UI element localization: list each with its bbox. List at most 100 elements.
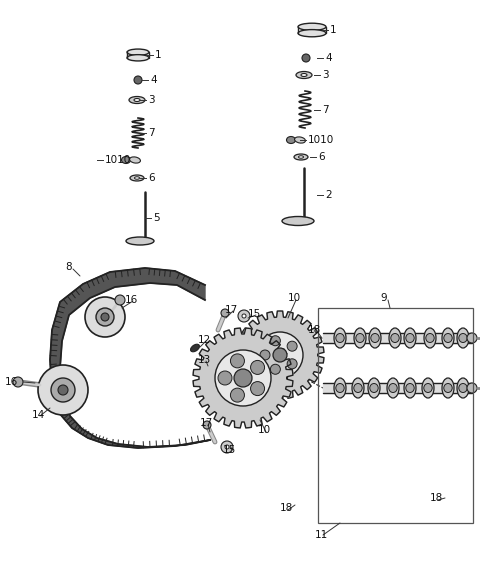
- Ellipse shape: [424, 328, 436, 348]
- Text: 15: 15: [248, 309, 261, 319]
- Ellipse shape: [298, 23, 326, 30]
- Circle shape: [115, 295, 125, 305]
- Ellipse shape: [354, 328, 366, 348]
- Circle shape: [218, 371, 232, 385]
- Ellipse shape: [444, 333, 452, 342]
- Circle shape: [270, 364, 280, 374]
- Circle shape: [234, 369, 252, 387]
- Ellipse shape: [391, 333, 399, 342]
- Circle shape: [273, 348, 287, 362]
- Circle shape: [260, 350, 270, 360]
- Circle shape: [270, 336, 280, 346]
- Text: 10: 10: [258, 425, 271, 435]
- Text: 16: 16: [125, 295, 138, 305]
- Text: 12: 12: [198, 335, 211, 345]
- Ellipse shape: [444, 383, 452, 392]
- Text: 2: 2: [325, 190, 332, 200]
- Circle shape: [467, 333, 477, 343]
- Circle shape: [215, 350, 271, 406]
- Text: 18: 18: [430, 493, 443, 503]
- Text: 15: 15: [223, 445, 236, 455]
- Circle shape: [58, 385, 68, 395]
- Ellipse shape: [387, 378, 399, 398]
- Text: 3: 3: [322, 70, 329, 80]
- Text: 18: 18: [280, 503, 293, 513]
- Text: 4: 4: [325, 53, 332, 63]
- Bar: [318, 308, 473, 523]
- Circle shape: [238, 310, 250, 322]
- Text: 5: 5: [153, 213, 160, 223]
- Ellipse shape: [406, 383, 414, 392]
- Ellipse shape: [134, 177, 140, 179]
- Circle shape: [251, 382, 264, 396]
- Ellipse shape: [424, 383, 432, 392]
- Ellipse shape: [134, 99, 140, 101]
- Ellipse shape: [422, 378, 434, 398]
- Ellipse shape: [299, 156, 303, 158]
- Polygon shape: [193, 328, 293, 428]
- Circle shape: [203, 421, 211, 429]
- Ellipse shape: [389, 383, 397, 392]
- Ellipse shape: [352, 378, 364, 398]
- Ellipse shape: [457, 378, 469, 398]
- Circle shape: [85, 297, 125, 337]
- Ellipse shape: [129, 96, 145, 104]
- Ellipse shape: [294, 154, 308, 160]
- Ellipse shape: [282, 217, 314, 226]
- Ellipse shape: [371, 333, 379, 342]
- Ellipse shape: [370, 383, 378, 392]
- Circle shape: [134, 76, 142, 84]
- Text: 11: 11: [315, 530, 328, 540]
- Circle shape: [230, 388, 244, 402]
- Ellipse shape: [130, 175, 144, 181]
- Ellipse shape: [296, 72, 312, 78]
- Text: 8: 8: [65, 262, 72, 272]
- Ellipse shape: [127, 55, 149, 61]
- Circle shape: [96, 308, 114, 326]
- Ellipse shape: [389, 328, 401, 348]
- Text: 1010: 1010: [105, 155, 131, 165]
- Text: 6: 6: [318, 152, 324, 162]
- Circle shape: [225, 445, 229, 449]
- Ellipse shape: [127, 49, 149, 55]
- Circle shape: [221, 309, 229, 317]
- Text: 1010: 1010: [308, 135, 334, 145]
- Ellipse shape: [336, 383, 344, 392]
- Circle shape: [257, 332, 303, 378]
- Ellipse shape: [334, 378, 346, 398]
- Text: 14: 14: [32, 410, 45, 420]
- Ellipse shape: [130, 157, 141, 163]
- Ellipse shape: [404, 378, 416, 398]
- Circle shape: [287, 341, 297, 351]
- Polygon shape: [50, 268, 210, 448]
- Text: 17: 17: [200, 418, 213, 428]
- Circle shape: [242, 314, 246, 318]
- Circle shape: [467, 383, 477, 393]
- Text: 9: 9: [380, 293, 386, 303]
- Text: 7: 7: [322, 105, 329, 115]
- Ellipse shape: [404, 328, 416, 348]
- Circle shape: [101, 313, 109, 321]
- Text: 6: 6: [148, 173, 155, 183]
- Text: 3: 3: [148, 95, 155, 105]
- Ellipse shape: [426, 333, 434, 342]
- Ellipse shape: [442, 378, 454, 398]
- Circle shape: [251, 360, 264, 374]
- Ellipse shape: [121, 157, 131, 163]
- Text: 7: 7: [148, 128, 155, 138]
- Ellipse shape: [457, 328, 469, 348]
- Ellipse shape: [459, 333, 467, 342]
- Text: 18: 18: [308, 325, 321, 335]
- Text: 1: 1: [330, 25, 336, 35]
- Text: 10: 10: [288, 293, 301, 303]
- Ellipse shape: [301, 74, 307, 77]
- Ellipse shape: [334, 328, 346, 348]
- Text: 1: 1: [155, 50, 162, 60]
- Ellipse shape: [356, 333, 364, 342]
- Circle shape: [287, 359, 297, 369]
- Ellipse shape: [406, 333, 414, 342]
- Circle shape: [38, 365, 88, 415]
- Text: 16: 16: [5, 377, 18, 387]
- Ellipse shape: [126, 237, 154, 245]
- Circle shape: [302, 54, 310, 62]
